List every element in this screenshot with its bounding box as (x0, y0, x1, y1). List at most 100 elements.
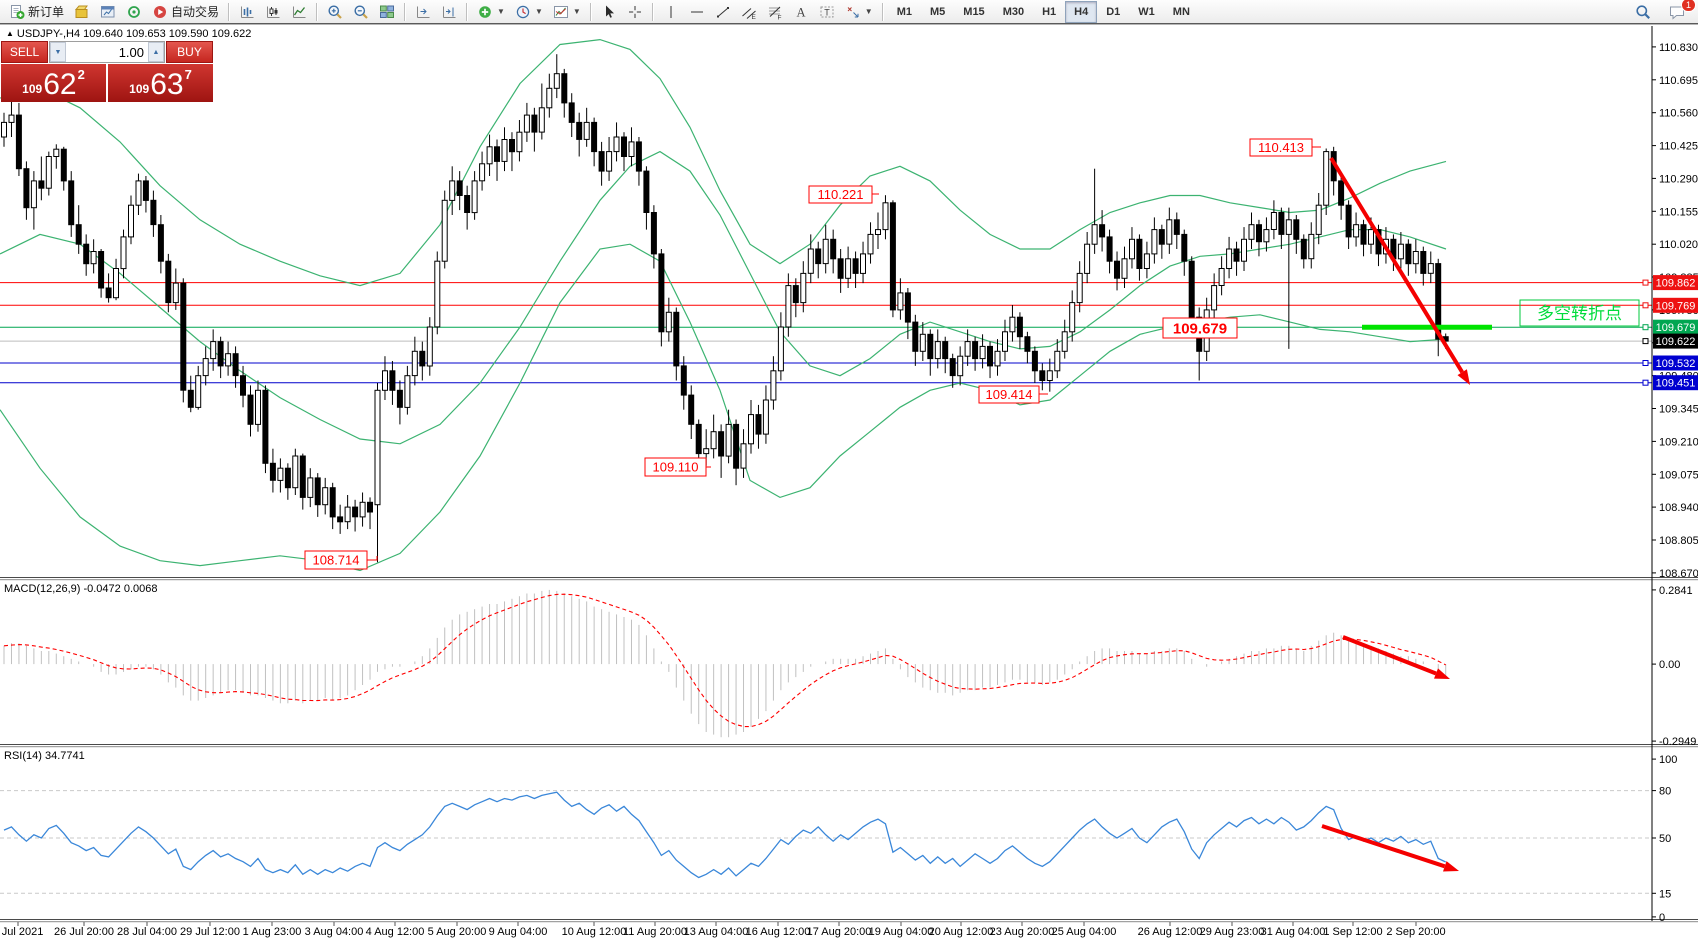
price-callouts[interactable]: 110.413 110.221 109.679 109.414 109.110 108.7… (304, 138, 1321, 570)
add-indicator-button[interactable]: ▼ (472, 1, 510, 23)
timeframe-m5-button[interactable]: M5 (930, 5, 946, 18)
tile-windows-button[interactable] (374, 1, 400, 23)
periods-button[interactable]: ▼ (510, 1, 548, 23)
trend-arrows[interactable] (1321, 156, 1470, 872)
new-order-button-label: 新订单 (28, 5, 65, 19)
market-watch-button[interactable] (95, 1, 121, 23)
pane-separator[interactable] (0, 577, 1698, 578)
crosshair-button[interactable] (622, 1, 648, 23)
turning-point-note-text: 多空转折点 (1537, 304, 1622, 323)
new-order-button[interactable]: 新订单 (4, 1, 69, 23)
time-tick-label: 20 Aug 12:00 (929, 926, 994, 938)
zoom-in-icon (328, 5, 342, 19)
rsi-tick-label: 0 (1659, 912, 1665, 924)
horizontal-price-lines[interactable] (0, 282, 1652, 384)
volume-box: ▼ ▲ (49, 41, 165, 63)
timeframe-h1-button[interactable]: H1 (1042, 5, 1057, 18)
time-tick-label: 3 Aug 04:00 (305, 926, 364, 938)
price-tick-label: 109.345 (1659, 404, 1698, 416)
badge-anchor-square (1642, 302, 1649, 309)
fibonacci-icon: F (768, 6, 781, 20)
time-tick-label: 5 Aug 20:00 (428, 926, 487, 938)
price-tick-label: 108.670 (1659, 568, 1698, 580)
price-badge-label: 109.862 (1656, 278, 1696, 290)
svg-text:T: T (824, 7, 830, 17)
chart-line-icon (293, 6, 306, 18)
toolbar-group-timeframes: M1 M5 M15 M30 H1 H4 D1 W1 MN (888, 0, 1199, 23)
buy-price-pips: 63 (150, 68, 184, 101)
timeframe-m15-button[interactable]: M15 (963, 5, 985, 18)
trendline-button[interactable] (710, 1, 736, 23)
price-axis[interactable]: 110.830 110.695 110.560 110.425 110.290 110.1… (1642, 26, 1698, 924)
price-tick-label: 110.290 (1659, 173, 1698, 185)
text-label-icon: T (820, 6, 834, 17)
candles-chart-button[interactable] (260, 1, 286, 23)
arrows-button[interactable]: ▼ (840, 1, 878, 23)
bars-chart-button[interactable] (234, 1, 260, 23)
text-label-button[interactable]: T (814, 1, 840, 23)
autotrading-button[interactable]: 自动交易 (147, 1, 224, 23)
toolbar-group-zoom (322, 1, 400, 23)
metaeditor-button[interactable] (69, 1, 95, 23)
price-tick-label: 109.075 (1659, 469, 1698, 481)
channel-button[interactable]: E (736, 1, 762, 23)
time-tick-label: 23 Aug 20:00 (990, 926, 1055, 938)
price-badge (1653, 275, 1698, 291)
cursor-button[interactable] (596, 1, 622, 23)
dropdown-caret-icon: ▼ (572, 7, 581, 16)
timeframe-mn-button[interactable]: MN (1172, 5, 1190, 18)
buy-button[interactable]: BUY (166, 41, 213, 63)
timeframe-h4-button[interactable]: H4 (1065, 0, 1098, 23)
pane-separator[interactable] (0, 919, 1698, 920)
tile-windows-icon (380, 5, 395, 18)
trend-arrow-shaft (1329, 156, 1464, 374)
price-tick-label: 110.155 (1659, 206, 1698, 218)
vline-icon (670, 5, 672, 18)
signals-button[interactable] (121, 1, 147, 23)
vertical-line-button[interactable] (658, 1, 684, 23)
volume-input[interactable] (66, 42, 148, 62)
templates-icon (553, 5, 568, 18)
horizontal-line-button[interactable] (684, 1, 710, 23)
chart-shift-button[interactable] (410, 1, 436, 23)
zoom-out-button[interactable] (348, 1, 374, 23)
time-tick-label: 26 Jul 20:00 (54, 926, 114, 938)
text-button[interactable]: A (788, 1, 814, 23)
templates-button[interactable]: ▼ (548, 1, 586, 23)
volume-increase-button[interactable]: ▲ (148, 42, 164, 62)
timeframe-w1-button[interactable]: W1 (1138, 5, 1155, 18)
sell-price-panel[interactable]: 109 62 2 (1, 64, 106, 102)
autotrading-button-label: 自动交易 (171, 5, 220, 19)
macd-indicator-pane: MACD(12,26,9) -0.0472 0.0068 (3, 583, 1447, 738)
toolbar-separator (881, 2, 884, 21)
chat-button[interactable]: 1 (1664, 0, 1696, 23)
pane-separator[interactable] (0, 744, 1698, 745)
price-tick-label: 110.830 (1659, 42, 1698, 54)
quote-ohlc-text: USDJPY-,H4 109.640 109.653 109.590 109.6… (16, 28, 252, 40)
volume-decrease-button[interactable]: ▼ (50, 42, 66, 62)
toolbar-separator (589, 2, 592, 21)
macd-signal-line (3, 593, 1446, 728)
line-chart-button[interactable] (286, 1, 312, 23)
timeframe-m1-button[interactable]: M1 (896, 5, 912, 18)
timeframe-m30-button[interactable]: M30 (1002, 5, 1025, 18)
price-badge-label: 109.451 (1656, 378, 1696, 390)
fibonacci-button[interactable]: F (762, 1, 788, 23)
search-button[interactable] (1630, 1, 1656, 23)
rsi-tick-label: 50 (1659, 833, 1671, 845)
toolbar-group-chart-type (234, 1, 312, 23)
sell-button[interactable]: SELL (1, 41, 48, 63)
badge-anchor-square (1642, 324, 1649, 331)
timeframe-d1-button[interactable]: D1 (1106, 5, 1121, 18)
svg-text:A: A (796, 5, 805, 19)
pane-separator (0, 921, 1698, 923)
auto-scroll-button[interactable] (436, 1, 462, 23)
trend-arrow-head (1457, 369, 1470, 385)
buy-price-panel[interactable]: 109 63 7 (108, 64, 213, 102)
turning-point-note[interactable]: 多空转折点 (1519, 299, 1640, 327)
rsi-tick-label: 80 (1659, 786, 1671, 798)
cursor-icon (605, 5, 614, 18)
zoom-in-button[interactable] (322, 1, 348, 23)
